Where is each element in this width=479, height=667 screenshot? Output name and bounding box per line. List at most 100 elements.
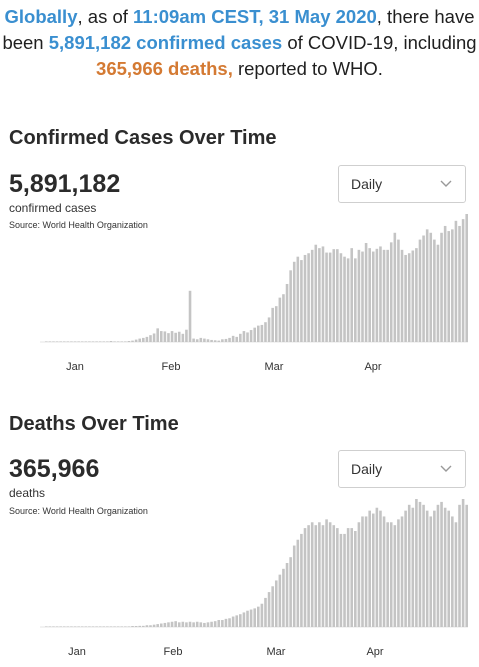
bar <box>433 510 436 627</box>
bar <box>224 338 228 342</box>
bar <box>66 626 70 627</box>
bar <box>231 335 235 342</box>
bar <box>436 504 440 627</box>
bar <box>318 248 321 342</box>
bar <box>145 625 149 627</box>
bar <box>443 225 447 342</box>
bar <box>379 510 382 627</box>
bar <box>354 531 357 627</box>
bar <box>278 574 282 627</box>
bar <box>149 335 152 342</box>
bar <box>181 621 185 627</box>
bar <box>131 340 134 342</box>
bar <box>52 341 55 342</box>
bar <box>55 341 59 342</box>
bar <box>138 625 142 627</box>
bar <box>310 522 314 627</box>
bar <box>188 290 192 342</box>
bar <box>159 331 163 342</box>
bar <box>152 333 156 342</box>
bar <box>188 621 192 627</box>
bar <box>461 219 465 342</box>
bar <box>221 620 224 627</box>
bar <box>307 253 310 342</box>
bar <box>163 331 167 342</box>
bar <box>116 626 120 627</box>
bar <box>274 580 278 627</box>
bar <box>321 525 325 627</box>
headline-datetime: 11:09am CEST, 31 May 2020 <box>133 6 377 27</box>
headline-globally: Globally <box>4 6 78 27</box>
bar <box>443 507 447 627</box>
bar <box>447 510 451 627</box>
bar <box>249 330 253 342</box>
bar <box>382 249 386 342</box>
bar <box>368 248 371 342</box>
bar <box>239 333 242 342</box>
bar <box>332 525 336 627</box>
bar <box>274 306 278 342</box>
bar <box>228 618 231 627</box>
deaths-bar-chart: Jan Feb Mar Apr <box>40 499 468 658</box>
bar <box>465 214 468 342</box>
deaths-period-dropdown[interactable]: Daily <box>338 450 466 488</box>
deaths-section-title: Deaths Over Time <box>9 413 179 435</box>
bar <box>88 626 91 627</box>
bar <box>393 232 397 342</box>
bar <box>386 522 389 627</box>
x-tick-label: Feb <box>162 361 181 373</box>
bar <box>447 231 451 342</box>
bar <box>192 622 195 627</box>
deaths-total: 365,966 <box>9 455 100 483</box>
headline-cases: 5,891,182 confirmed cases <box>48 32 283 53</box>
bar <box>285 283 289 342</box>
bar <box>289 557 292 627</box>
bar <box>267 592 271 627</box>
bar <box>397 239 400 342</box>
bar <box>88 341 91 342</box>
bar <box>210 621 213 627</box>
bar <box>300 260 303 342</box>
bar <box>95 626 98 627</box>
bar <box>156 328 159 342</box>
x-tick-label: Apr <box>366 646 383 658</box>
cases-section-title: Confirmed Cases Over Time <box>9 127 277 149</box>
x-tick-label: Mar <box>265 361 284 373</box>
bar <box>440 501 443 627</box>
cases-period-dropdown[interactable]: Daily <box>338 165 466 203</box>
bar <box>185 622 188 627</box>
bar <box>73 626 77 627</box>
bar <box>242 612 246 627</box>
bar <box>138 338 142 342</box>
bar <box>167 333 170 342</box>
bar <box>239 614 242 627</box>
bar <box>185 329 188 342</box>
bar <box>177 622 181 627</box>
bar <box>174 621 177 627</box>
bar <box>310 249 314 342</box>
bar <box>142 625 145 627</box>
bar <box>163 622 167 627</box>
bar <box>224 618 228 627</box>
bar <box>436 244 440 342</box>
bar <box>458 225 461 342</box>
bar <box>235 615 239 627</box>
bar <box>407 253 411 342</box>
cases-total: 5,891,182 <box>9 170 121 198</box>
bar <box>159 623 163 627</box>
bar <box>339 533 343 627</box>
bar <box>73 341 77 342</box>
bar <box>389 522 393 627</box>
bar <box>451 516 454 627</box>
bar <box>282 294 285 342</box>
bar <box>246 610 249 627</box>
bar <box>386 249 389 342</box>
bar <box>285 563 289 627</box>
bar <box>228 337 231 342</box>
bar <box>328 522 332 627</box>
bar <box>55 626 59 627</box>
bar <box>314 525 318 627</box>
bar <box>48 626 52 627</box>
bar <box>422 235 425 342</box>
bar <box>253 608 256 627</box>
